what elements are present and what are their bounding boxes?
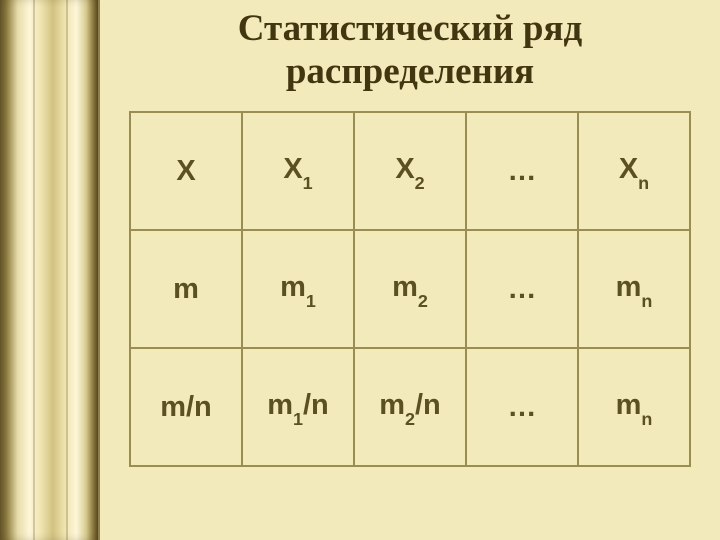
cell-subscript: 2	[405, 409, 415, 429]
table-cell: mn	[578, 230, 690, 348]
table-cell: m1	[242, 230, 354, 348]
cell-base: m	[379, 389, 405, 421]
table-row: mm1m2…mn	[130, 230, 690, 348]
table-cell: …	[466, 230, 578, 348]
table-container: XX1X2…Xnmm1m2…mnm/nm1/nm2/n…mn	[129, 111, 691, 467]
cell-subscript: 2	[415, 173, 425, 193]
decorative-ribbon	[0, 0, 100, 540]
table-cell: m/n	[130, 348, 242, 466]
table-cell: X	[130, 112, 242, 230]
table-row: XX1X2…Xn	[130, 112, 690, 230]
table-cell: X1	[242, 112, 354, 230]
table-cell: …	[466, 112, 578, 230]
cell-base: X	[395, 153, 414, 185]
table-cell: m1/n	[242, 348, 354, 466]
slide: Статистический ряд распределения XX1X2…X…	[0, 0, 720, 540]
distribution-table: XX1X2…Xnmm1m2…mnm/nm1/nm2/n…mn	[129, 111, 691, 467]
table-cell: …	[466, 348, 578, 466]
table-cell: m2/n	[354, 348, 466, 466]
cell-base: m	[173, 273, 199, 305]
table-cell: m2	[354, 230, 466, 348]
cell-subscript: 1	[293, 409, 303, 429]
title-line-2: распределения	[286, 51, 534, 92]
cell-base: m	[392, 271, 418, 303]
title-line-1: Статистический ряд	[238, 8, 583, 49]
cell-base: X	[176, 155, 195, 187]
slide-title: Статистический ряд распределения	[238, 0, 583, 93]
cell-suffix: /n	[303, 389, 329, 421]
cell-subscript: n	[638, 173, 649, 193]
cell-base: …	[508, 155, 537, 187]
table-cell: X2	[354, 112, 466, 230]
cell-base: X	[619, 153, 638, 185]
cell-base: m/n	[160, 391, 212, 423]
cell-base: …	[508, 391, 537, 423]
table-body: XX1X2…Xnmm1m2…mnm/nm1/nm2/n…mn	[130, 112, 690, 466]
cell-base: m	[616, 271, 642, 303]
cell-subscript: 2	[418, 291, 428, 311]
table-row: m/nm1/nm2/n…mn	[130, 348, 690, 466]
cell-subscript: n	[641, 409, 652, 429]
cell-suffix: /n	[415, 389, 441, 421]
cell-base: …	[508, 273, 537, 305]
table-cell: Xn	[578, 112, 690, 230]
cell-subscript: 1	[306, 291, 316, 311]
cell-base: X	[283, 153, 302, 185]
cell-subscript: n	[641, 291, 652, 311]
cell-base: m	[280, 271, 306, 303]
cell-subscript: 1	[303, 173, 313, 193]
cell-base: m	[616, 389, 642, 421]
cell-base: m	[267, 389, 293, 421]
table-cell: m	[130, 230, 242, 348]
slide-content: Статистический ряд распределения XX1X2…X…	[100, 0, 720, 540]
table-cell: mn	[578, 348, 690, 466]
